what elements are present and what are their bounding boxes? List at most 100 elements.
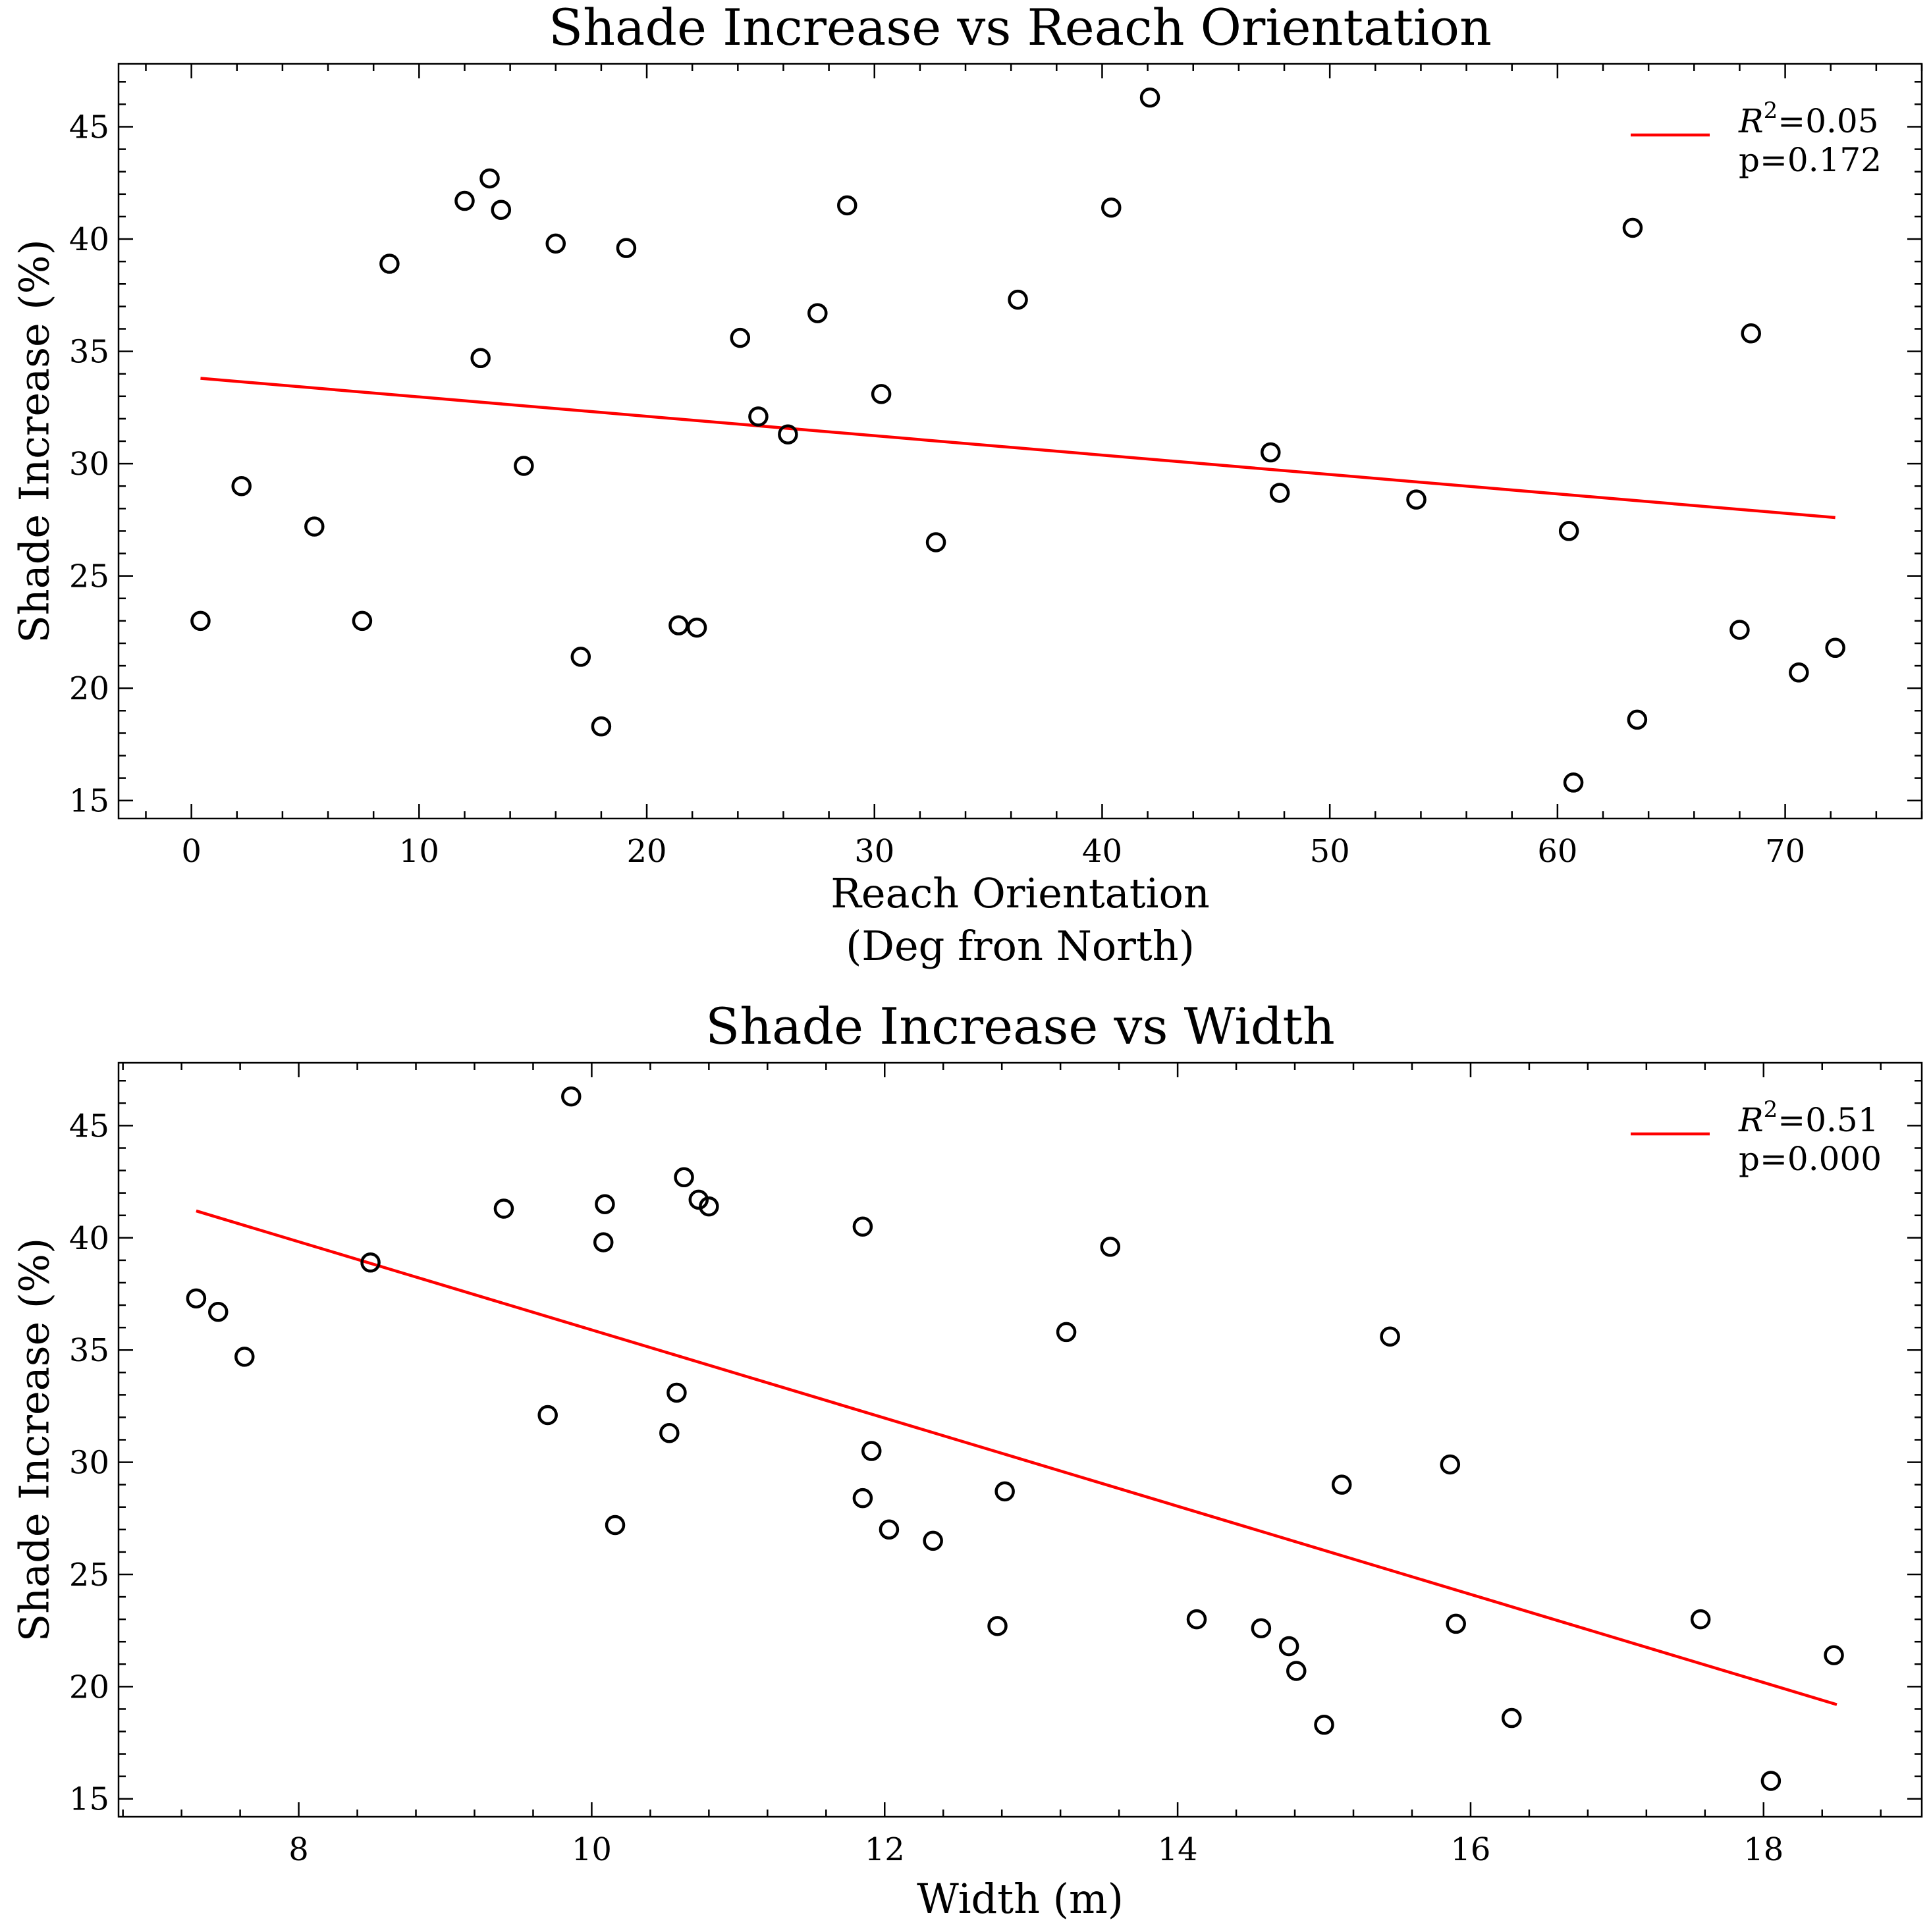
data-point — [807, 303, 828, 323]
data-point — [207, 1302, 229, 1322]
x-tick-label: 8 — [288, 1831, 309, 1868]
data-point — [379, 254, 400, 274]
data-point — [545, 233, 566, 254]
data-point — [514, 456, 534, 476]
y-tick-label: 35 — [69, 1332, 109, 1369]
data-point — [454, 190, 475, 211]
y-tick-label: 15 — [69, 783, 109, 820]
data-point — [1729, 620, 1750, 640]
data-point — [666, 1382, 687, 1403]
data-point — [231, 475, 252, 496]
data-point — [470, 348, 491, 369]
data-point — [593, 1232, 614, 1252]
x-tick-label: 12 — [865, 1831, 905, 1868]
legend-r2: R2=0.51 — [1738, 1096, 1879, 1139]
data-point — [186, 1288, 207, 1309]
data-point — [616, 238, 637, 258]
y-tick-label: 25 — [69, 558, 109, 595]
data-point — [1139, 87, 1160, 108]
data-point — [1690, 1609, 1711, 1630]
data-point — [1406, 489, 1427, 510]
data-point — [1056, 1322, 1077, 1343]
data-point — [1269, 483, 1290, 503]
x-tick-label: 20 — [627, 833, 667, 870]
data-point — [871, 384, 892, 404]
data-point — [1100, 1237, 1121, 1257]
y-axis-label: Shade Increase (%) — [11, 1238, 59, 1642]
fit-line — [196, 1209, 1837, 1706]
panels: Shade Increase vs Reach Orientation 0 10 20… — [11, 0, 1923, 1923]
chart-title: Shade Increase vs Reach Orientation — [549, 0, 1492, 57]
data-point — [561, 1086, 582, 1107]
data-point — [1741, 323, 1761, 344]
x-axis-label: Width (m) — [917, 1875, 1124, 1923]
chart-panel-2: Shade Increase vs Width 8 10 12 14 16 18 15 20 25… — [11, 997, 1923, 1923]
data-point — [1627, 709, 1648, 730]
data-point — [699, 1196, 719, 1217]
data-point — [987, 1616, 1008, 1636]
data-point — [748, 406, 769, 427]
legend-r2: R2=0.05 — [1738, 97, 1879, 140]
data-point — [994, 1481, 1015, 1502]
x-tick-label: 40 — [1082, 833, 1122, 870]
data-point — [674, 1167, 694, 1188]
y-tick-label: 30 — [69, 446, 109, 483]
x-tick-label: 50 — [1310, 833, 1350, 870]
y-tick-label: 40 — [69, 221, 109, 258]
y-tick-label: 15 — [69, 1781, 109, 1818]
y-tick-label: 35 — [69, 334, 109, 371]
y-axis-label: Shade Increase (%) — [11, 239, 59, 643]
x-tick-label: 0 — [181, 833, 202, 870]
x-tick-label: 60 — [1537, 833, 1577, 870]
y-tick-label: 30 — [69, 1445, 109, 1482]
data-point — [925, 532, 946, 552]
data-point — [360, 1252, 381, 1273]
data-point — [1261, 442, 1281, 463]
data-point — [1314, 1715, 1334, 1735]
chart-panel-1: Shade Increase vs Reach Orientation 0 10 20… — [11, 0, 1923, 970]
y-tick-label: 40 — [69, 1220, 109, 1257]
data-point — [852, 1488, 873, 1509]
data-point — [852, 1216, 873, 1237]
x-axis-label-line2: (Deg fron North) — [846, 922, 1195, 970]
data-point — [1380, 1326, 1400, 1347]
data-point — [1789, 662, 1809, 683]
x-tick-label: 10 — [572, 1831, 612, 1868]
data-point — [1331, 1474, 1352, 1495]
y-tick-label: 45 — [69, 109, 109, 146]
data-point — [1563, 772, 1584, 793]
y-tick-label: 20 — [69, 670, 109, 707]
data-point — [1760, 1771, 1781, 1791]
y-tick-label: 20 — [69, 1669, 109, 1705]
data-point — [1501, 1707, 1522, 1729]
data-point — [1825, 637, 1845, 658]
data-point — [352, 610, 373, 631]
x-tick-label: 70 — [1765, 833, 1805, 870]
data-point — [491, 200, 512, 220]
legend-p: p=0.000 — [1739, 1140, 1882, 1178]
x-tick-label: 16 — [1450, 1831, 1490, 1868]
data-point — [595, 1194, 615, 1214]
data-point — [1440, 1454, 1461, 1475]
data-point — [304, 516, 325, 537]
data-point — [1286, 1661, 1307, 1681]
data-point — [861, 1441, 882, 1461]
chart-title: Shade Increase vs Width — [705, 997, 1335, 1056]
data-point — [570, 647, 591, 667]
legend-p: p=0.172 — [1739, 141, 1882, 179]
data-point — [1008, 289, 1028, 310]
data-point — [1558, 521, 1579, 541]
data-point — [1251, 1618, 1272, 1638]
data-point — [659, 1423, 680, 1443]
data-point — [234, 1347, 255, 1367]
y-tick-label: 45 — [69, 1108, 109, 1144]
x-tick-label: 10 — [399, 833, 439, 870]
data-point — [923, 1530, 943, 1551]
data-point — [1101, 198, 1122, 218]
data-point — [1622, 217, 1643, 238]
data-point — [1186, 1609, 1207, 1630]
data-point — [591, 716, 612, 737]
data-point — [190, 610, 211, 631]
